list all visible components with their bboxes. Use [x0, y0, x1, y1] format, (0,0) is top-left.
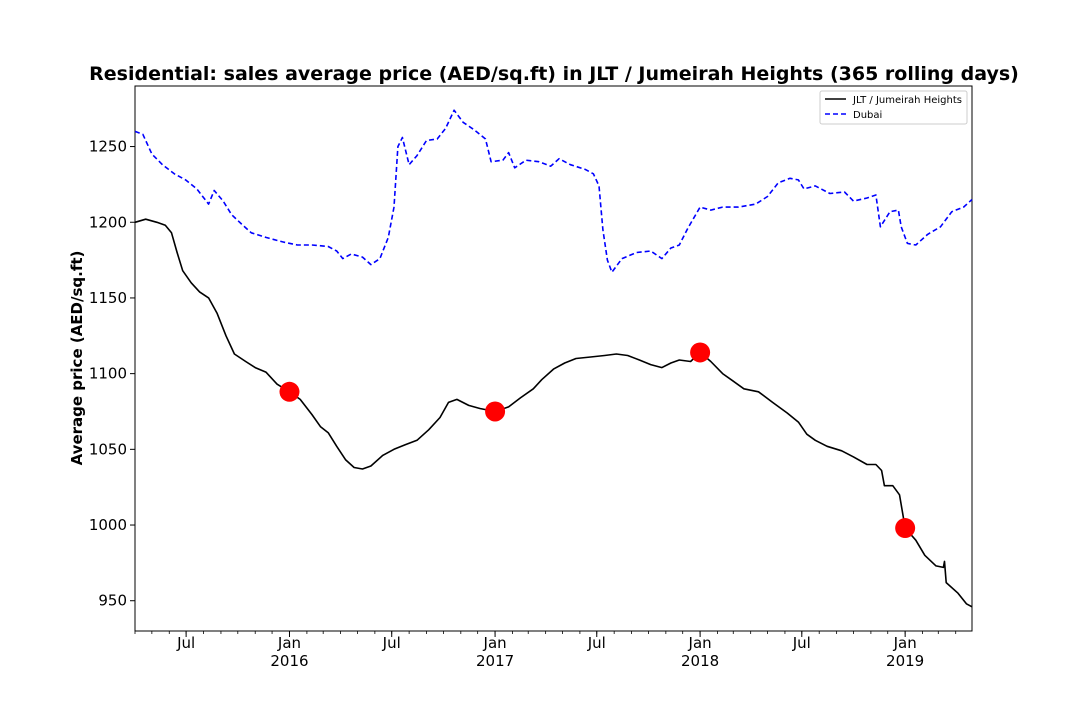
x-tick-label-2017-01-01: Jan [483, 634, 507, 652]
series-line-jlt [134, 218, 973, 608]
chart-title: Residential: sales average price (AED/sq… [89, 63, 1019, 85]
x-tick-label-2016-01-01: Jan [277, 634, 301, 652]
y-tick-label-1150: 1150 [89, 289, 127, 307]
y-tick-label-1100: 1100 [89, 365, 127, 383]
marker-point-2016-01-01 [279, 381, 300, 402]
marker-point-2019-01-01 [895, 518, 916, 539]
x-tick-label-2018-07-01: Jul [792, 634, 811, 652]
plot-frame [134, 85, 973, 632]
legend: JLT / Jumeirah Heights Dubai [819, 90, 968, 125]
legend-label-jlt: JLT / Jumeirah Heights [852, 95, 962, 106]
y-tick-label-950: 950 [98, 592, 127, 610]
legend-label-dubai: Dubai [853, 110, 882, 121]
legend-box [819, 90, 968, 125]
x-tick-label-2018-01-01: Jan [688, 634, 712, 652]
x-tick-label-2019-01-01: Jan [893, 634, 917, 652]
marker-point-2018-01-01 [690, 342, 711, 363]
y-tick-label-1050: 1050 [89, 440, 127, 458]
y-tick-label-1250: 1250 [89, 138, 127, 156]
x-tick-year-2019: 2019 [886, 652, 924, 670]
y-axis-label: Average price (AED/sq.ft) [68, 251, 86, 466]
x-tick-year-2018: 2018 [681, 652, 719, 670]
x-tick-label-2016-07-01: Jul [382, 634, 401, 652]
y-tick-label-1000: 1000 [89, 516, 127, 534]
x-tick-label-2017-07-01: Jul [587, 634, 606, 652]
x-tick-year-2016: 2016 [270, 652, 308, 670]
series-line-dubai [134, 109, 973, 273]
marker-point-2017-01-01 [485, 401, 506, 422]
y-tick-label-1200: 1200 [89, 213, 127, 231]
x-tick-label-2015-07-01: Jul [176, 634, 195, 652]
x-tick-year-2017: 2017 [476, 652, 514, 670]
